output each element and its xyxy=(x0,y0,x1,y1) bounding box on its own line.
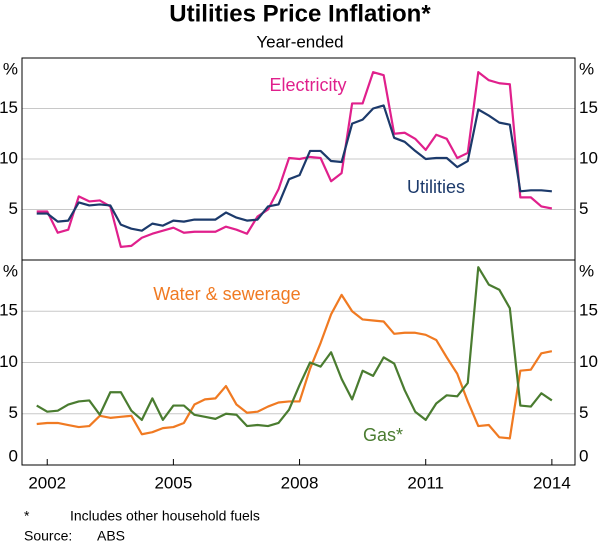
y2-tick-label: 15 xyxy=(579,301,598,320)
x-tick-label: 2011 xyxy=(407,473,444,492)
y-unit: % xyxy=(3,59,18,78)
y-tick-label: 15 xyxy=(0,301,18,320)
note-text: Includes other household fuels xyxy=(70,508,260,524)
series-label: Electricity xyxy=(269,75,346,95)
plot-frame xyxy=(21,259,576,466)
y2-tick-label: 15 xyxy=(579,98,598,117)
series-line xyxy=(36,266,553,428)
chart-subtitle: Year-ended xyxy=(256,32,343,51)
y-tick-label: 10 xyxy=(0,148,18,167)
y2-tick-label: 10 xyxy=(579,352,598,371)
x-tick-label: 2005 xyxy=(154,473,192,492)
series-line xyxy=(36,293,553,440)
y2-tick-label: 5 xyxy=(579,403,588,422)
y2-unit: % xyxy=(579,261,594,280)
series-label: Utilities xyxy=(407,177,465,197)
y-tick-label: 15 xyxy=(0,98,18,117)
y2-unit: % xyxy=(579,59,594,78)
y2-tick-label: 5 xyxy=(579,199,588,218)
series-label: Water & sewerage xyxy=(153,284,300,304)
chart-title: Utilities Price Inflation* xyxy=(169,0,431,27)
y2-tick-label: 0 xyxy=(579,446,588,465)
y-tick-label: 10 xyxy=(0,352,18,371)
x-tick-label: 2008 xyxy=(281,473,319,492)
series-line xyxy=(36,71,553,248)
note-marker: * xyxy=(24,508,30,524)
series-line xyxy=(36,104,552,232)
source-label: Source: xyxy=(24,528,72,544)
y-tick-label: 5 xyxy=(9,199,18,218)
y-tick-label: 5 xyxy=(9,403,18,422)
source-text: ABS xyxy=(97,528,125,544)
x-tick-label: 2002 xyxy=(28,473,66,492)
y-tick-label: 0 xyxy=(9,446,18,465)
y-unit: % xyxy=(3,261,18,280)
x-tick-label: 2014 xyxy=(533,473,571,492)
series-label: Gas* xyxy=(363,425,403,445)
y2-tick-label: 10 xyxy=(579,148,598,167)
